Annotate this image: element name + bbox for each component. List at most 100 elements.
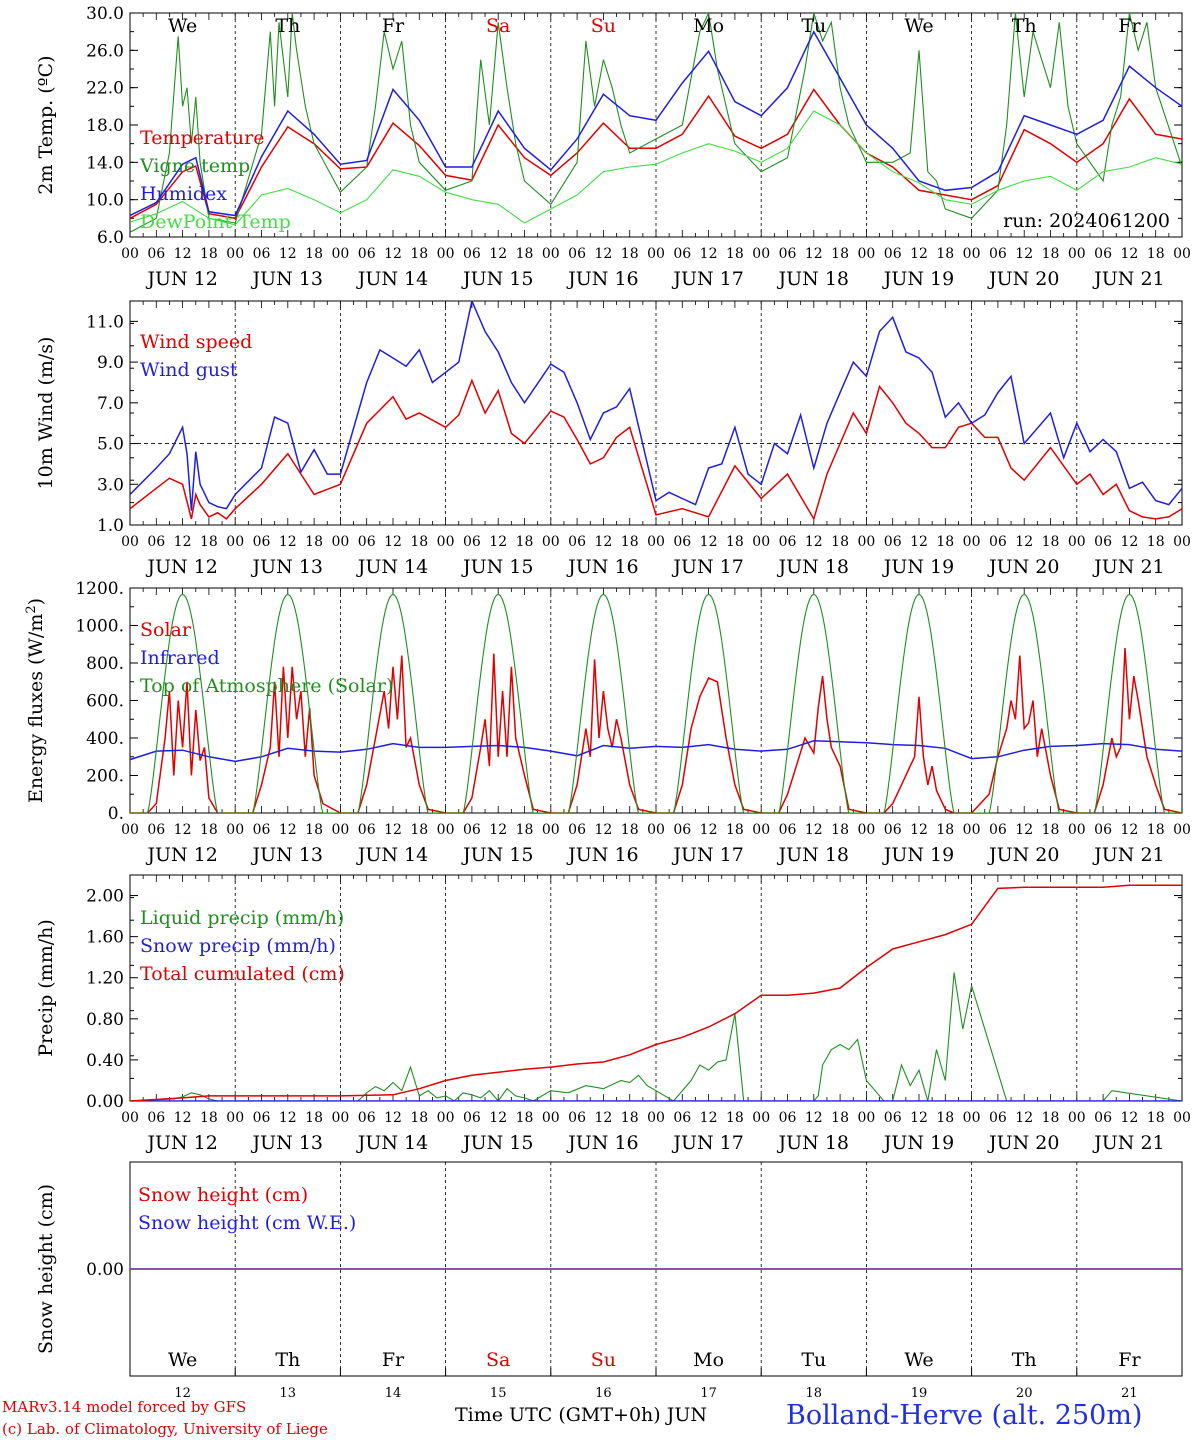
x-tick-label: 12	[279, 246, 297, 262]
x-tick-label: 06	[147, 246, 165, 262]
plot-frame	[129, 12, 1183, 238]
x-tick-label: 18	[305, 534, 323, 550]
x-tick-label: 06	[253, 534, 271, 550]
x-tick-label: 12	[384, 246, 402, 262]
legend-entry: Snow precip (mm/h)	[140, 935, 336, 957]
lab-credit: (c) Lab. of Climatology, University of L…	[2, 1420, 328, 1438]
x-tick-label: 06	[147, 822, 165, 838]
x-tick-label: 06	[253, 822, 271, 838]
series-line-infrared	[130, 740, 1182, 763]
day-number-label: 20	[1016, 1386, 1033, 1400]
x-tick-label: 06	[358, 822, 376, 838]
weekday-label: Mo	[693, 15, 724, 37]
legend-entry: Top of Atmosphere (Solar)	[140, 675, 393, 697]
x-tick-label: 00	[437, 822, 455, 838]
x-tick-label: 12	[174, 534, 192, 550]
x-tick-label: 06	[673, 534, 691, 550]
date-label: JUN 15	[461, 556, 533, 578]
legend-entry: Temperature	[140, 127, 264, 149]
x-tick-label: 18	[1147, 822, 1165, 838]
x-tick-label: 18	[831, 1110, 849, 1126]
x-tick-label: 00	[963, 246, 981, 262]
legend-entry: Wind gust	[140, 359, 238, 381]
x-tick-label: 00	[121, 1110, 139, 1126]
series-line-vigne-temp	[130, 13, 1182, 233]
x-tick-label: 00	[647, 1110, 665, 1126]
weekday-label: Mo	[693, 1349, 724, 1371]
x-tick-label: 00	[226, 246, 244, 262]
date-label: JUN 12	[145, 268, 217, 290]
series-line-humidex	[130, 30, 1182, 217]
time-axis-label: Time UTC (GMT+0h) JUN	[455, 1404, 707, 1426]
x-tick-label: 12	[1015, 246, 1033, 262]
x-tick-label: 06	[989, 1110, 1007, 1126]
day-number-label: 12	[174, 1386, 191, 1400]
y-tick-label: 6.0	[97, 228, 124, 248]
x-tick-label: 18	[410, 822, 428, 838]
y-tick-label: 1200.	[75, 579, 124, 599]
x-tick-label: 12	[1015, 1110, 1033, 1126]
x-tick-label: 00	[1068, 246, 1086, 262]
x-tick-label: 18	[200, 822, 218, 838]
panel-wind: 1.0 3.0 5.0 7.0 9.0 11.0 10m Wind (m/s) Wind sp…	[35, 300, 1191, 578]
date-label: JUN 18	[777, 1132, 849, 1154]
x-tick-label: 18	[936, 1110, 954, 1126]
date-label: JUN 21	[1092, 556, 1164, 578]
x-tick-label: 18	[200, 246, 218, 262]
x-tick-label: 12	[594, 1110, 612, 1126]
y-axis-label: Energy fluxes (W/m2)	[24, 598, 47, 803]
date-label: JUN 12	[145, 844, 217, 866]
x-tick-label: 18	[410, 1110, 428, 1126]
y-tick-label: 7.0	[97, 394, 124, 414]
x-tick-label: 00	[752, 246, 770, 262]
x-tick-label: 00	[1173, 1110, 1191, 1126]
x-tick-label: 00	[1173, 534, 1191, 550]
x-tick-label: 00	[542, 822, 560, 838]
x-tick-label: 00	[647, 534, 665, 550]
x-tick-label: 18	[305, 1110, 323, 1126]
x-tick-label: 00	[121, 246, 139, 262]
date-label: JUN 13	[251, 268, 323, 290]
x-tick-label: 06	[673, 1110, 691, 1126]
date-label: JUN 16	[566, 844, 638, 866]
date-label: JUN 15	[461, 1132, 533, 1154]
x-tick-label: 12	[910, 246, 928, 262]
x-tick-label: 00	[752, 1110, 770, 1126]
x-tick-label: 18	[1147, 1110, 1165, 1126]
x-tick-label: 00	[752, 822, 770, 838]
weekday-label: We	[168, 15, 197, 37]
x-tick-label: 12	[594, 534, 612, 550]
day-number-label: 16	[595, 1386, 612, 1400]
x-tick-label: 06	[884, 822, 902, 838]
x-tick-label: 12	[1120, 534, 1138, 550]
x-tick-label: 00	[226, 1110, 244, 1126]
date-label: JUN 18	[777, 556, 849, 578]
x-tick-label: 06	[779, 246, 797, 262]
x-tick-label: 18	[621, 246, 639, 262]
x-tick-label: 18	[305, 822, 323, 838]
date-label: JUN 14	[356, 844, 428, 866]
x-tick-label: 12	[489, 246, 507, 262]
x-tick-label: 18	[516, 534, 534, 550]
weekday-label: Fr	[1118, 1349, 1141, 1371]
x-tick-label: 00	[437, 1110, 455, 1126]
series-line-temperature	[130, 88, 1182, 220]
x-tick-label: 18	[936, 246, 954, 262]
y-axis-label: 2m Temp. (ºC)	[35, 55, 57, 194]
plot-frame	[129, 587, 1183, 814]
meteogram: 6.0 10.0 14.0 18.0 22.0 26.0 30.0 2m Temp. (ºC)…	[24, 4, 1191, 1400]
x-tick-label: 00	[857, 246, 875, 262]
x-tick-label: 06	[1094, 534, 1112, 550]
y-axis-label: Snow height (cm)	[35, 1184, 57, 1354]
weekday-label: Th	[275, 15, 300, 37]
x-tick-label: 12	[489, 534, 507, 550]
y-tick-label: 3.0	[97, 475, 124, 495]
date-label: JUN 17	[671, 556, 743, 578]
x-tick-label: 12	[910, 822, 928, 838]
x-tick-label: 00	[226, 534, 244, 550]
y-axis-label: Precip (mm/h)	[35, 919, 57, 1057]
x-tick-label: 06	[779, 1110, 797, 1126]
x-tick-label: 18	[1147, 534, 1165, 550]
weekday-label: Sa	[486, 15, 510, 37]
x-tick-label: 18	[516, 822, 534, 838]
